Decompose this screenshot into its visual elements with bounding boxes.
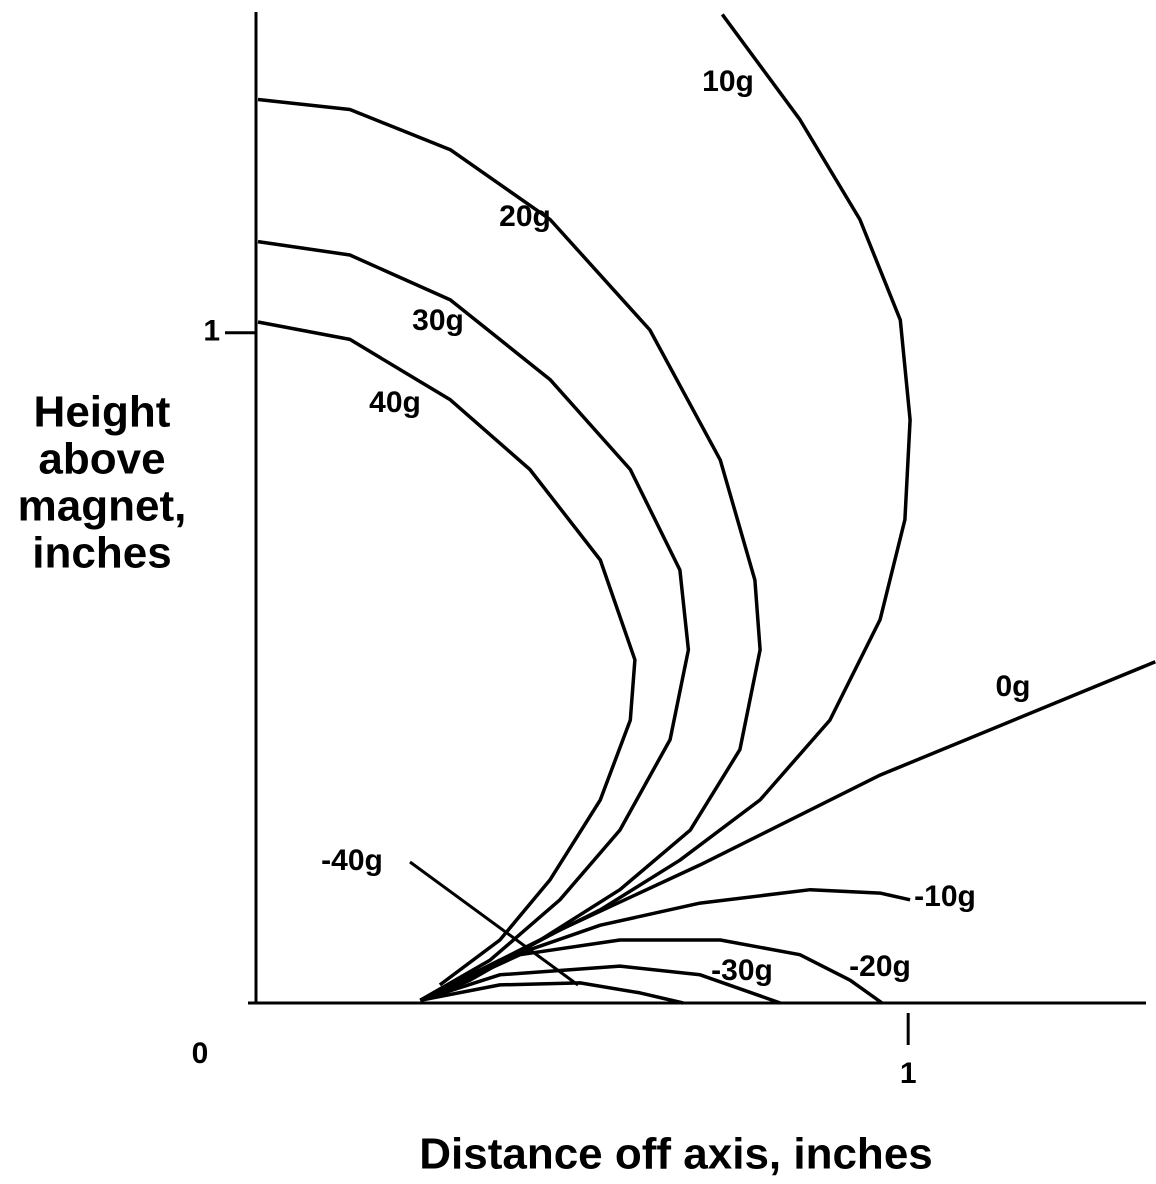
curve-label: 0g [995, 670, 1030, 703]
x-tick-label: 1 [900, 1057, 917, 1090]
y-axis-label: inches [32, 529, 171, 578]
x-tick-label: 0 [192, 1037, 209, 1070]
curve-label: -20g [849, 950, 911, 983]
curve-label: -40g [321, 844, 383, 877]
curve-label: -30g [711, 954, 773, 987]
curve-label: 30g [412, 304, 464, 337]
y-axis-label: above [38, 435, 165, 484]
y-tick-label: 1 [203, 315, 220, 348]
curve-label: 10g [702, 65, 754, 98]
contour-line [257, 320, 637, 987]
contour-line [257, 239, 691, 1002]
curve-label: 20g [499, 200, 551, 233]
curve-label: -10g [914, 880, 976, 913]
x-axis-label: Distance off axis, inches [419, 1130, 933, 1179]
y-axis-label: magnet, [18, 482, 187, 531]
contour-line [419, 981, 684, 1005]
contour-line [419, 938, 884, 1005]
leader-line [409, 860, 579, 987]
contour-line [419, 887, 911, 1002]
y-axis-label: Height [34, 388, 171, 437]
curve-label: 40g [369, 386, 421, 419]
contour-line [419, 964, 781, 1005]
